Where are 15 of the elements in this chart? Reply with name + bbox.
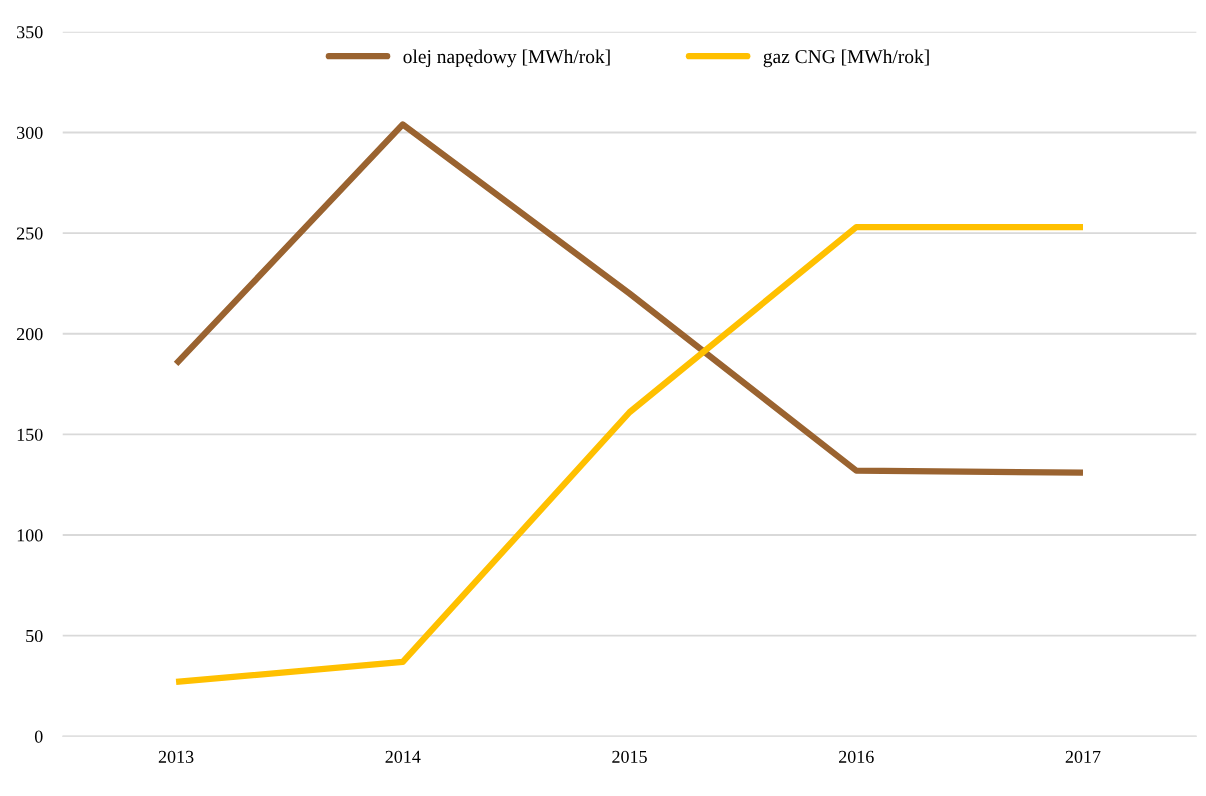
x-tick-label: 2015 — [612, 750, 647, 763]
y-tick-label: 50 — [26, 629, 43, 643]
x-tick-label: 2014 — [385, 750, 421, 763]
y-tick-label: 100 — [17, 529, 43, 542]
x-tick-label: 2016 — [839, 750, 874, 763]
y-tick-label: 200 — [16, 328, 43, 341]
y-tick-label: 0 — [34, 730, 43, 743]
legend-label: gaz CNG [MWh/rok] — [763, 49, 929, 68]
legend-label: olej napędowy [MWh/rok] — [403, 49, 610, 68]
y-tick-label: 150 — [17, 428, 43, 441]
y-tick-label: 250 — [16, 227, 43, 240]
x-tick-label: 2017 — [1065, 750, 1101, 763]
x-tick-label: 2013 — [158, 750, 194, 763]
y-tick-label: 350 — [17, 26, 43, 39]
y-tick-label: 300 — [17, 126, 43, 139]
